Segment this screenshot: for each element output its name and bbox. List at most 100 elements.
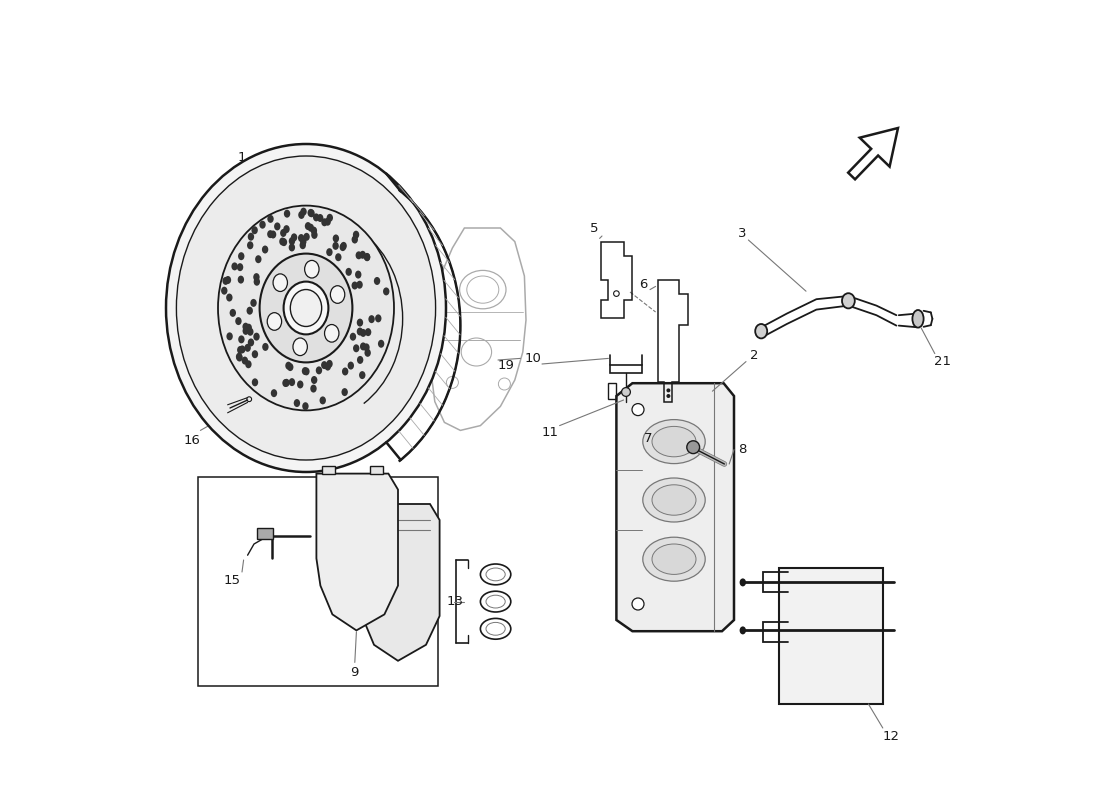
Ellipse shape xyxy=(304,367,309,375)
Ellipse shape xyxy=(230,309,236,317)
Text: 21: 21 xyxy=(934,355,952,368)
Ellipse shape xyxy=(348,362,354,370)
Text: 19: 19 xyxy=(497,359,515,372)
Ellipse shape xyxy=(632,403,644,416)
Ellipse shape xyxy=(280,229,286,237)
Ellipse shape xyxy=(255,255,262,263)
Ellipse shape xyxy=(352,282,358,290)
Ellipse shape xyxy=(267,230,274,238)
Ellipse shape xyxy=(324,325,339,342)
Ellipse shape xyxy=(279,238,286,246)
Ellipse shape xyxy=(248,233,254,241)
Ellipse shape xyxy=(308,224,314,232)
Ellipse shape xyxy=(270,230,276,238)
Ellipse shape xyxy=(311,231,318,239)
Ellipse shape xyxy=(355,251,362,259)
Ellipse shape xyxy=(262,246,268,254)
Ellipse shape xyxy=(284,282,329,334)
Ellipse shape xyxy=(246,306,253,314)
Ellipse shape xyxy=(352,235,358,243)
Ellipse shape xyxy=(316,366,322,374)
Ellipse shape xyxy=(294,399,300,407)
Ellipse shape xyxy=(327,248,332,256)
Text: 7: 7 xyxy=(645,432,652,445)
Text: 11: 11 xyxy=(541,426,559,438)
Ellipse shape xyxy=(378,340,384,348)
Ellipse shape xyxy=(236,354,243,362)
Ellipse shape xyxy=(374,277,381,285)
Ellipse shape xyxy=(353,230,360,238)
Ellipse shape xyxy=(284,225,289,233)
Ellipse shape xyxy=(311,376,318,384)
Ellipse shape xyxy=(621,387,630,396)
Ellipse shape xyxy=(667,394,670,398)
Text: 1: 1 xyxy=(238,151,246,164)
Ellipse shape xyxy=(321,218,328,226)
Ellipse shape xyxy=(342,367,349,375)
Ellipse shape xyxy=(239,346,245,354)
Ellipse shape xyxy=(332,234,339,242)
Ellipse shape xyxy=(368,315,375,323)
Ellipse shape xyxy=(254,278,260,286)
Ellipse shape xyxy=(340,243,346,251)
Ellipse shape xyxy=(253,333,260,341)
Ellipse shape xyxy=(248,328,253,336)
Ellipse shape xyxy=(304,233,310,241)
Ellipse shape xyxy=(298,234,305,242)
Ellipse shape xyxy=(360,250,366,258)
Ellipse shape xyxy=(327,214,333,222)
Ellipse shape xyxy=(336,254,341,262)
Ellipse shape xyxy=(231,262,238,270)
Ellipse shape xyxy=(364,254,371,262)
Ellipse shape xyxy=(271,389,277,397)
Ellipse shape xyxy=(289,237,295,245)
Ellipse shape xyxy=(287,363,294,371)
Ellipse shape xyxy=(290,234,297,242)
Ellipse shape xyxy=(365,328,372,336)
Ellipse shape xyxy=(227,332,233,340)
Ellipse shape xyxy=(285,362,292,370)
Text: 8: 8 xyxy=(738,443,746,456)
Ellipse shape xyxy=(652,485,696,515)
Ellipse shape xyxy=(235,353,242,361)
Ellipse shape xyxy=(297,381,304,389)
Ellipse shape xyxy=(274,222,280,230)
Polygon shape xyxy=(370,466,383,474)
Ellipse shape xyxy=(642,478,705,522)
Ellipse shape xyxy=(176,156,436,460)
Text: 6: 6 xyxy=(639,278,648,290)
Bar xyxy=(257,528,273,539)
Ellipse shape xyxy=(288,378,295,386)
Ellipse shape xyxy=(310,226,317,234)
Polygon shape xyxy=(322,466,334,474)
Ellipse shape xyxy=(290,290,321,326)
Text: 3: 3 xyxy=(738,227,746,240)
Ellipse shape xyxy=(353,344,360,352)
Ellipse shape xyxy=(227,294,232,302)
Ellipse shape xyxy=(267,313,282,330)
Polygon shape xyxy=(317,474,398,630)
Ellipse shape xyxy=(739,578,746,586)
Ellipse shape xyxy=(251,299,256,307)
Ellipse shape xyxy=(305,222,311,230)
Ellipse shape xyxy=(248,338,254,346)
Ellipse shape xyxy=(756,324,767,338)
Ellipse shape xyxy=(260,254,352,362)
Ellipse shape xyxy=(242,327,249,335)
Ellipse shape xyxy=(166,144,446,472)
Ellipse shape xyxy=(302,402,309,410)
Ellipse shape xyxy=(632,598,644,610)
Text: 13: 13 xyxy=(447,595,463,608)
Text: 5: 5 xyxy=(590,222,598,234)
Ellipse shape xyxy=(252,350,258,358)
Ellipse shape xyxy=(222,277,229,285)
Ellipse shape xyxy=(288,243,295,251)
Ellipse shape xyxy=(238,346,243,354)
Ellipse shape xyxy=(284,210,290,218)
Ellipse shape xyxy=(284,378,289,386)
Ellipse shape xyxy=(321,361,328,369)
Ellipse shape xyxy=(300,208,307,216)
Ellipse shape xyxy=(245,324,252,332)
Ellipse shape xyxy=(298,211,305,219)
Ellipse shape xyxy=(273,274,287,291)
